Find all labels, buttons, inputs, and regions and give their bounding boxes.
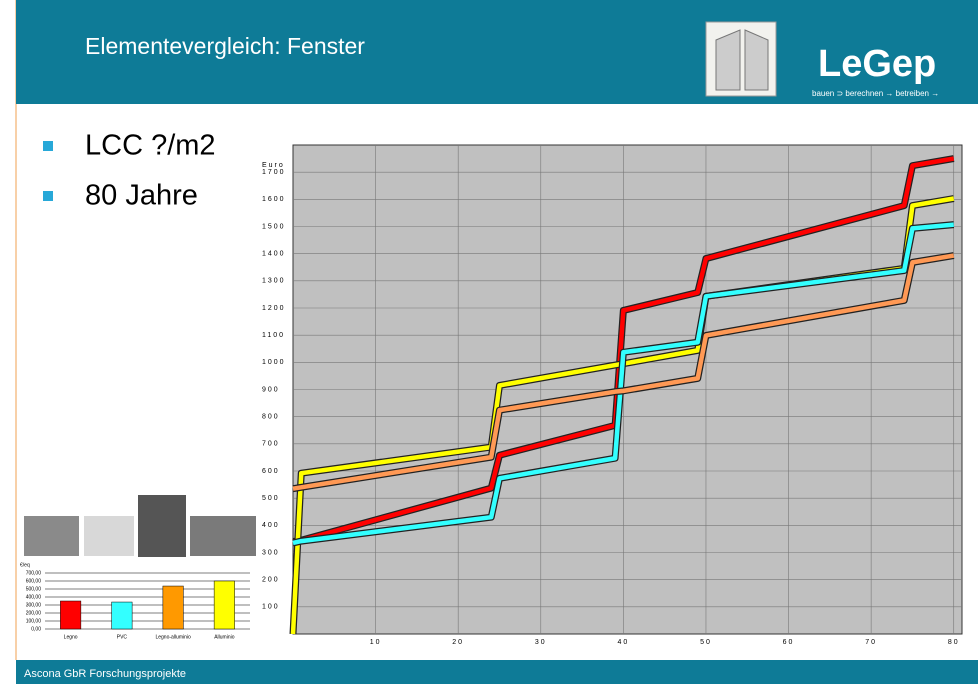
window-photo bbox=[24, 516, 79, 556]
series-line bbox=[292, 253, 955, 491]
y-tick-label: 100,00 bbox=[26, 618, 42, 624]
y-tick-label: 1600 bbox=[262, 196, 286, 203]
window-photo bbox=[84, 516, 134, 556]
x-tick-label: PVC bbox=[117, 634, 128, 640]
y-tick-label: 600,00 bbox=[26, 578, 42, 584]
y-tick-label: 300,00 bbox=[26, 602, 42, 608]
footer-text: Ascona GbR Forschungsprojekte bbox=[24, 668, 186, 680]
y-tick-label: 1200 bbox=[262, 305, 286, 312]
x-tick-label: 20 bbox=[452, 639, 464, 646]
y-tick-label: 800 bbox=[262, 414, 280, 421]
x-tick-label: 30 bbox=[535, 639, 547, 646]
bullet: 80 Jahre bbox=[85, 180, 198, 212]
x-tick-label: 10 bbox=[370, 639, 382, 646]
y-tick-label: 300 bbox=[262, 549, 280, 556]
series-line bbox=[292, 156, 955, 544]
y-tick-label: 200,00 bbox=[26, 610, 42, 616]
header-bar bbox=[16, 0, 978, 104]
y-tick-label: 500,00 bbox=[26, 586, 42, 592]
y-tick-label: 400,00 bbox=[26, 594, 42, 600]
y-tick-label: 1700 bbox=[262, 169, 286, 176]
header-title: Elementevergleich: Fenster bbox=[85, 33, 365, 59]
x-tick-label: 40 bbox=[617, 639, 629, 646]
y-tick-label: 400 bbox=[262, 522, 280, 529]
series-line bbox=[292, 222, 954, 546]
bar bbox=[60, 600, 82, 630]
wall-drawing bbox=[715, 29, 769, 91]
y-tick-label: 900 bbox=[262, 386, 280, 393]
window-photo bbox=[138, 495, 186, 557]
x-tick-label: 60 bbox=[783, 639, 795, 646]
y-tick-label: 700 bbox=[262, 441, 280, 448]
x-tick-label: 50 bbox=[700, 639, 712, 646]
x-tick-label: 80 bbox=[948, 639, 960, 646]
y-tick-label: 1500 bbox=[262, 223, 286, 230]
y-tick-label: 100 bbox=[262, 604, 280, 611]
y-tick-label: 1300 bbox=[262, 278, 286, 285]
y-tick-label: 0,00 bbox=[31, 626, 41, 632]
y-tick-label: 700,00 bbox=[26, 570, 42, 576]
bullet: LCC ?/m2 bbox=[85, 130, 216, 162]
y-tick-label: 200 bbox=[262, 577, 280, 584]
logo: LeGep bbox=[818, 43, 936, 85]
bar bbox=[213, 580, 235, 630]
tagline: bauen ⊃ berechnen → betreiben → bbox=[812, 89, 939, 98]
y-tick-label: 600 bbox=[262, 468, 280, 475]
footer-bar bbox=[16, 660, 978, 684]
y-tick-label: 1400 bbox=[262, 251, 286, 258]
x-tick-label: Legno bbox=[64, 634, 78, 640]
y-axis-label: Euro bbox=[262, 162, 285, 169]
x-tick-label: Alluminio bbox=[214, 634, 235, 640]
y-axis-label: €/eq bbox=[20, 562, 30, 568]
y-tick-label: 500 bbox=[262, 495, 280, 502]
bar bbox=[162, 585, 184, 630]
x-tick-label: 70 bbox=[865, 639, 877, 646]
y-tick-label: 1100 bbox=[262, 332, 285, 339]
window-photo bbox=[190, 516, 256, 556]
bar bbox=[111, 601, 133, 630]
bullet-marker bbox=[43, 141, 53, 151]
y-tick-label: 1000 bbox=[262, 359, 286, 366]
x-tick-label: Legno-alluminio bbox=[155, 634, 191, 640]
bullet-marker bbox=[43, 191, 53, 201]
